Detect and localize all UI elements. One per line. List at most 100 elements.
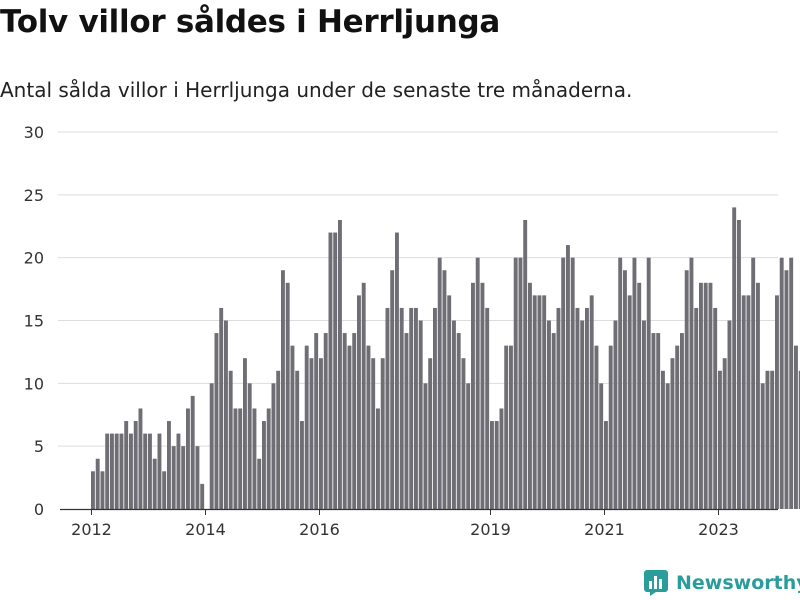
bar	[466, 383, 471, 509]
bar	[148, 433, 152, 509]
bar	[314, 333, 319, 509]
bar	[133, 421, 138, 509]
chart-title: Tolv villor såldes i Herrljunga	[0, 4, 501, 40]
x-tick-label: 2016	[299, 520, 340, 539]
bar	[523, 219, 528, 509]
bar	[547, 320, 551, 509]
bar	[323, 333, 328, 509]
bar	[689, 257, 694, 509]
bar	[157, 433, 162, 509]
bar	[290, 345, 295, 509]
bar	[770, 370, 775, 509]
bar	[680, 333, 684, 509]
bar	[509, 345, 513, 509]
bar	[713, 307, 718, 509]
x-tick-label: 2012	[71, 520, 112, 539]
bar	[433, 307, 437, 509]
bar	[418, 320, 423, 509]
bar	[452, 320, 456, 509]
bar	[623, 270, 627, 509]
bar	[684, 270, 689, 509]
bar	[95, 458, 100, 509]
newsworthy-logo: Newsworthy	[644, 570, 800, 596]
bar	[756, 282, 760, 509]
bar	[352, 333, 357, 509]
bar	[167, 421, 171, 509]
bar	[798, 370, 800, 509]
bar	[171, 446, 176, 509]
bar	[176, 433, 181, 509]
bar	[357, 295, 361, 509]
bar	[119, 433, 124, 509]
bar	[162, 471, 167, 509]
bar	[262, 421, 266, 509]
bar	[257, 458, 262, 509]
bar	[437, 257, 442, 509]
bar	[186, 408, 190, 509]
bar	[395, 232, 399, 510]
bar	[124, 421, 129, 509]
bar	[561, 257, 566, 509]
bar	[475, 257, 480, 509]
bar	[760, 383, 765, 509]
bar	[114, 433, 119, 509]
bar	[243, 358, 247, 509]
y-tick-label: 25	[24, 186, 44, 205]
bar	[152, 458, 157, 509]
bar	[613, 320, 618, 509]
bar	[129, 433, 133, 509]
bar	[532, 295, 537, 509]
y-tick-label: 15	[24, 312, 44, 331]
bar	[219, 307, 224, 509]
bar	[727, 320, 732, 509]
bar	[675, 345, 680, 509]
y-tick-label: 30	[24, 123, 44, 142]
bar	[627, 295, 632, 509]
bar	[556, 307, 561, 509]
bar	[518, 257, 523, 509]
bar	[480, 282, 485, 509]
bar	[485, 307, 490, 509]
bar	[423, 383, 428, 509]
bar	[442, 270, 447, 509]
bar	[589, 295, 594, 509]
bar	[247, 383, 252, 509]
bar	[105, 433, 110, 509]
bar	[618, 257, 623, 509]
bar	[285, 282, 290, 509]
bar	[271, 383, 276, 509]
bar	[746, 295, 751, 509]
bar	[718, 370, 722, 509]
brand-name: Newsworthy	[676, 572, 800, 594]
bar	[371, 358, 376, 509]
bar	[670, 358, 675, 509]
bar	[414, 307, 418, 509]
bar	[409, 307, 414, 509]
bar	[651, 333, 656, 509]
bar	[224, 320, 228, 509]
bar	[779, 257, 784, 509]
bar	[338, 219, 342, 509]
bar	[528, 282, 532, 509]
bar	[599, 383, 604, 509]
bar-chart: 0510152025302012201420162019202120232025…	[24, 123, 800, 539]
bar	[319, 358, 323, 509]
bar	[703, 282, 708, 509]
bar	[376, 408, 380, 509]
bar	[91, 471, 95, 509]
bar	[428, 358, 433, 509]
x-tick-label: 2023	[698, 520, 739, 539]
bar	[209, 383, 214, 509]
bar	[366, 345, 371, 509]
bar	[100, 471, 105, 509]
bar	[694, 307, 699, 509]
bar	[361, 282, 366, 509]
bar	[380, 358, 385, 509]
bar	[661, 370, 665, 509]
bar	[385, 307, 390, 509]
bar	[181, 446, 186, 509]
bar	[347, 345, 352, 509]
bar	[499, 408, 504, 509]
bar	[281, 270, 285, 509]
bar	[266, 408, 271, 509]
